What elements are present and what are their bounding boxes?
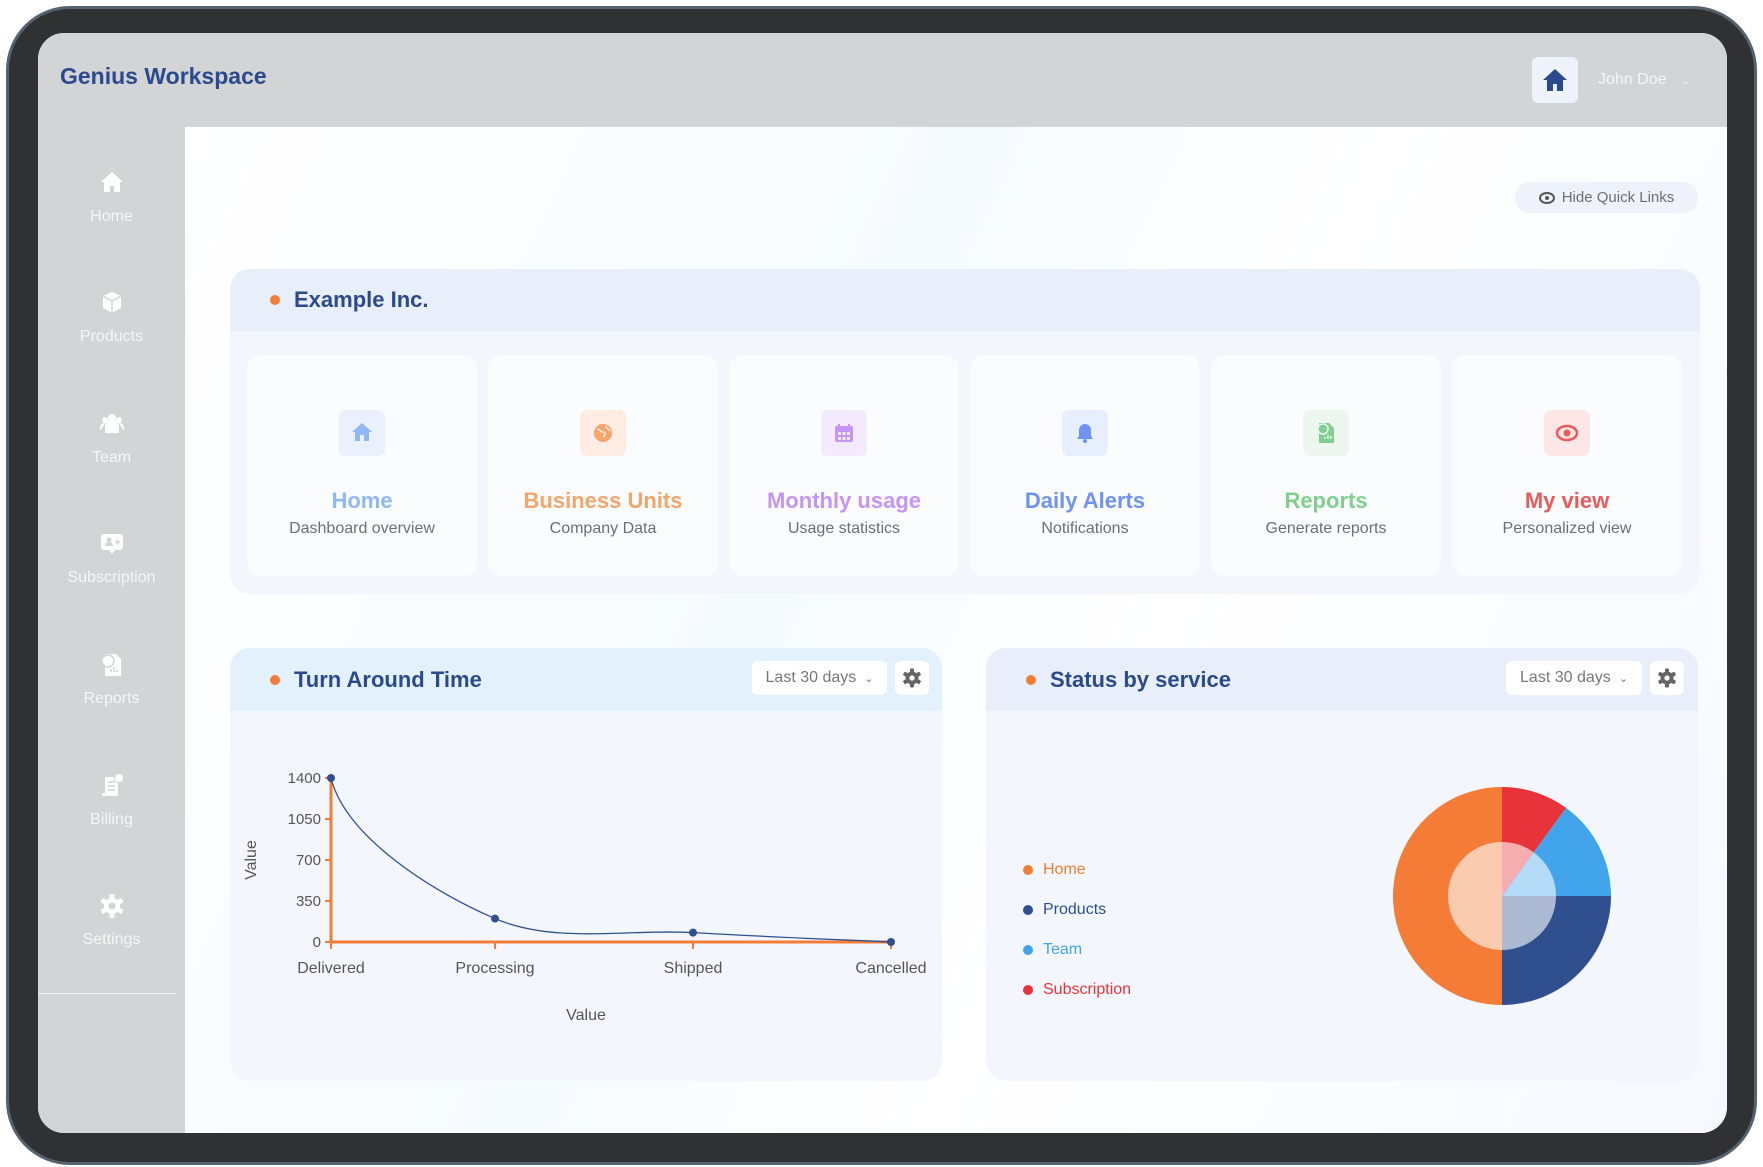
legend-item: Team bbox=[1023, 941, 1082, 959]
globe-icon bbox=[594, 424, 612, 442]
home-button[interactable] bbox=[1532, 57, 1578, 103]
screen: Genius Workspace John Doe ⌄ Home Products… bbox=[38, 33, 1727, 1133]
app-title: Genius Workspace bbox=[60, 63, 267, 89]
chevron-down-icon: ⌄ bbox=[1680, 75, 1691, 87]
legend-label: Subscription bbox=[1043, 981, 1132, 998]
range-select-value: Last 30 days bbox=[765, 669, 857, 686]
turnaround-card: Turn Around Time Last 30 days ⌄ bbox=[230, 648, 942, 1081]
legend-label: Products bbox=[1043, 901, 1107, 918]
sidebar-item-products[interactable]: Products bbox=[38, 290, 185, 346]
sidebar-item-label: Products bbox=[79, 328, 144, 345]
company-name: Example Inc. bbox=[294, 287, 429, 312]
chevron-down-icon: ⌄ bbox=[864, 672, 874, 685]
quick-link-subtitle: Generate reports bbox=[1265, 520, 1387, 537]
sidebar-item-subscription[interactable]: Subscription bbox=[38, 531, 185, 587]
legend-dot bbox=[1023, 865, 1033, 875]
quick-link-subtitle: Dashboard overview bbox=[289, 520, 435, 537]
sidebar-item-label: Home bbox=[90, 208, 133, 225]
user-menu[interactable]: John Doe ⌄ bbox=[1598, 71, 1690, 89]
bullet-dot bbox=[270, 674, 280, 685]
quick-link-icon-box bbox=[1544, 410, 1590, 456]
sidebar-item-label: Subscription bbox=[67, 569, 156, 586]
sidebar-item-reports[interactable]: Reports bbox=[38, 652, 185, 708]
report-icon bbox=[100, 654, 121, 676]
quick-link-monthly-usage[interactable]: Monthly usage Usage statistics bbox=[729, 355, 959, 576]
quick-link-title: Daily Alerts bbox=[1024, 488, 1146, 513]
legend-item: Home bbox=[1023, 861, 1086, 879]
range-select[interactable]: Last 30 days ⌄ bbox=[1506, 661, 1642, 695]
status-title: Status by service bbox=[1050, 666, 1231, 692]
chevron-down-icon: ⌄ bbox=[1618, 672, 1628, 685]
gear-icon bbox=[1658, 668, 1676, 688]
status-card: Status by service Last 30 days ⌄ Home Prod… bbox=[986, 648, 1698, 1081]
company-header: Example Inc. bbox=[230, 269, 1700, 331]
bullet-dot bbox=[1026, 674, 1036, 685]
company-panel: Example Inc. Home Dashboard overview Bus… bbox=[230, 269, 1700, 594]
gear-icon bbox=[903, 668, 921, 688]
box-icon bbox=[102, 292, 121, 313]
report-icon bbox=[1317, 423, 1334, 443]
quick-link-subtitle: Notifications bbox=[1041, 520, 1129, 537]
home-icon bbox=[1543, 69, 1567, 91]
gear-icon bbox=[100, 894, 123, 918]
quick-link-icon-box bbox=[1062, 410, 1108, 456]
legend-item: Subscription bbox=[1023, 981, 1131, 999]
quick-link-icon-box bbox=[1303, 410, 1349, 456]
user-name: John Doe bbox=[1598, 71, 1667, 88]
hide-quick-links-button[interactable]: Hide Quick Links bbox=[1515, 182, 1698, 213]
quick-link-title: Monthly usage bbox=[766, 488, 921, 513]
sidebar-item-label: Team bbox=[91, 449, 132, 466]
range-select[interactable]: Last 30 days ⌄ bbox=[752, 661, 887, 695]
home-icon bbox=[100, 172, 123, 192]
quick-link-title: Reports bbox=[1284, 488, 1368, 513]
quick-link-title: Business Units bbox=[523, 488, 683, 513]
range-select-value: Last 30 days bbox=[1520, 669, 1611, 686]
quick-link-my-view[interactable]: My view Personalized view bbox=[1452, 355, 1682, 576]
quick-link-subtitle: Usage statistics bbox=[787, 520, 901, 537]
quick-link-subtitle: Company Data bbox=[549, 520, 657, 537]
quick-link-reports[interactable]: Reports Generate reports bbox=[1211, 355, 1441, 576]
legend-dot bbox=[1023, 945, 1033, 955]
turnaround-title: Turn Around Time bbox=[294, 666, 482, 692]
quick-link-business-units[interactable]: Business Units Company Data bbox=[488, 355, 718, 576]
sidebar-item-billing[interactable]: Billing bbox=[38, 773, 185, 829]
quick-link-icon-box bbox=[339, 410, 385, 456]
calendar-icon bbox=[835, 424, 853, 442]
quick-link-title: Home bbox=[331, 488, 393, 513]
turnaround-header: Turn Around Time bbox=[230, 648, 942, 711]
bell-icon bbox=[1077, 424, 1093, 443]
sidebar-item-label: Reports bbox=[83, 690, 140, 707]
sidebar-item-label: Settings bbox=[82, 931, 141, 948]
settings-button[interactable] bbox=[1650, 661, 1684, 695]
sidebar-item-settings[interactable]: Settings bbox=[38, 893, 185, 949]
hide-quick-links-label: Hide Quick Links bbox=[1561, 189, 1675, 206]
subscription-icon bbox=[100, 534, 123, 554]
quick-link-icon-box bbox=[580, 410, 626, 456]
users-icon bbox=[99, 414, 124, 433]
eye-icon bbox=[1538, 191, 1555, 204]
eye-icon bbox=[1555, 424, 1579, 442]
sidebar-item-label: Billing bbox=[90, 811, 133, 828]
home-icon bbox=[352, 423, 372, 441]
quick-link-home[interactable]: Home Dashboard overview bbox=[247, 355, 477, 576]
bullet-dot bbox=[270, 295, 280, 305]
quick-link-title: My view bbox=[1524, 488, 1610, 513]
legend-dot bbox=[1023, 985, 1033, 995]
sidebar-item-team[interactable]: Team bbox=[38, 411, 185, 467]
top-header: Genius Workspace John Doe ⌄ bbox=[38, 33, 1727, 127]
legend-dot bbox=[1023, 905, 1033, 915]
sidebar-item-home[interactable]: Home bbox=[38, 170, 185, 226]
billing-icon bbox=[101, 773, 124, 796]
legend-label: Home bbox=[1043, 861, 1086, 878]
quick-link-icon-box bbox=[821, 410, 867, 456]
quick-link-subtitle: Personalized view bbox=[1502, 520, 1632, 537]
sidebar: Home Products Team Subscription Reports Billi… bbox=[38, 127, 185, 1133]
sidebar-divider bbox=[38, 993, 176, 994]
legend-label: Team bbox=[1043, 941, 1083, 958]
legend-item: Products bbox=[1023, 901, 1106, 919]
settings-button[interactable] bbox=[895, 661, 929, 695]
quick-link-daily-alerts[interactable]: Daily Alerts Notifications bbox=[970, 355, 1200, 576]
